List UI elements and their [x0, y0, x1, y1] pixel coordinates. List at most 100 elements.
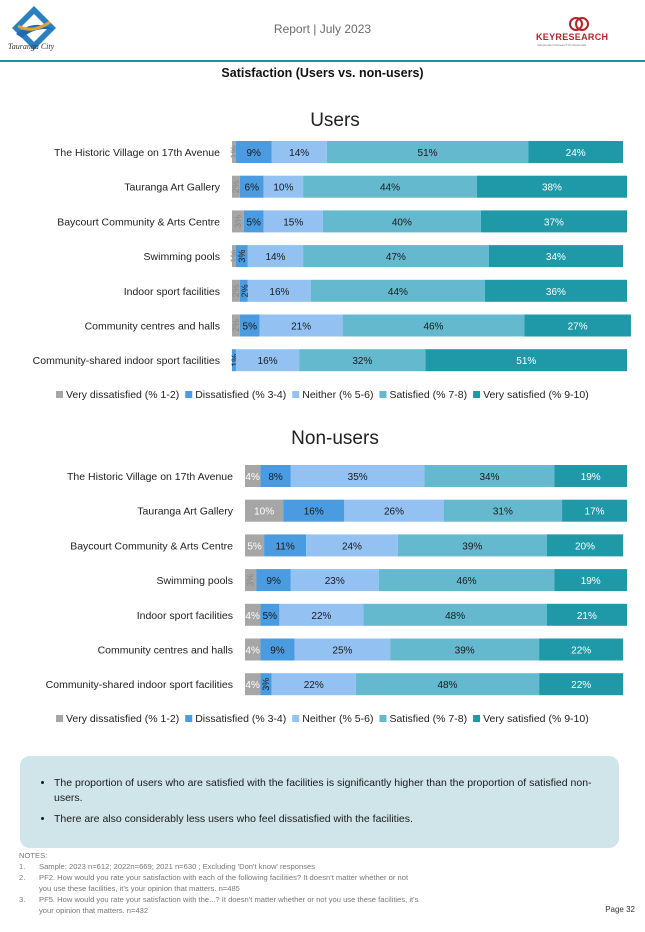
data-label: 5%: [263, 611, 278, 622]
users-chart: Users The Historic Village on 17th Avenue…: [33, 110, 631, 401]
data-label: 25%: [332, 646, 352, 657]
data-label: 16%: [269, 287, 289, 298]
data-label: 32%: [352, 356, 372, 367]
data-label: 24%: [342, 541, 362, 552]
legend-label: Satisfied (% 7-8): [389, 389, 467, 401]
bar-segment: [390, 638, 540, 661]
data-label: 39%: [455, 646, 475, 657]
bar-segment: [260, 465, 291, 487]
data-label: 4%: [245, 472, 260, 483]
data-label: 24%: [566, 148, 586, 159]
category-label: Community centres and halls: [85, 321, 220, 333]
bar-segment: [528, 141, 624, 163]
bar-segment: [424, 465, 555, 487]
notes-heading: NOTES:: [19, 851, 48, 860]
bar-segment: [303, 175, 477, 198]
bar-segment: [232, 175, 240, 198]
bar-segment: [562, 499, 627, 522]
bar-segment: [263, 210, 323, 233]
note-item: 1. Sample: 2023 n=612; 2022n=669; 2021 n=…: [19, 862, 316, 871]
summary-box: The proportion of users who are satisfie…: [20, 756, 619, 848]
bar-segment: [344, 499, 444, 522]
bar-segment: [245, 534, 265, 557]
data-label: 16%: [258, 356, 278, 367]
data-label: 3%: [233, 215, 243, 228]
legend-swatch: [56, 715, 63, 722]
data-label: 14%: [289, 148, 309, 159]
bar-segment: [263, 175, 304, 198]
bar-segment: [355, 673, 540, 696]
bar-segment: [271, 673, 356, 696]
notes: NOTES: 1. Sample: 2023 n=612; 2022n=669; …: [19, 850, 419, 916]
bar-segment: [260, 673, 272, 696]
note-item: 2. PF2. How would you rate your satisfact…: [19, 873, 409, 893]
legend-swatch: [185, 715, 193, 722]
bar-segment: [235, 245, 248, 268]
data-label: 46%: [457, 576, 477, 587]
legend-swatch: [379, 715, 387, 722]
data-label: 11%: [275, 541, 294, 552]
data-label: 22%: [311, 611, 331, 622]
data-label: 51%: [418, 148, 438, 159]
data-label: 3%: [237, 250, 247, 263]
data-label: 17%: [585, 507, 605, 518]
bar-segment: [245, 499, 284, 522]
category-label: Baycourt Community & Arts Centre: [70, 540, 233, 552]
keyresearch-logo: KEYRESEARCH Independent Research Profess…: [536, 16, 632, 47]
bar-segment: [539, 673, 624, 696]
data-label: 31%: [493, 507, 513, 518]
data-label: 51%: [516, 356, 536, 367]
bar-segment: [260, 603, 280, 626]
data-label: 1%: [229, 145, 239, 158]
legend-label: Neither (% 5-6): [302, 389, 373, 401]
data-label: 1%: [230, 354, 240, 367]
legend-swatch: [292, 391, 300, 398]
data-label: 6%: [245, 183, 260, 194]
legend-swatch: [185, 391, 193, 398]
bar-segment: [303, 245, 489, 268]
bar-segment: [259, 314, 343, 337]
bar-segment: [232, 314, 240, 337]
data-label: 38%: [542, 183, 562, 194]
data-label: 27%: [568, 322, 588, 333]
bar-segment: [397, 534, 547, 557]
bar-segment: [239, 175, 264, 198]
bar-segment: [245, 638, 261, 661]
data-label: 10%: [273, 183, 293, 194]
data-label: 21%: [291, 322, 311, 333]
data-label: 2%: [231, 180, 241, 193]
data-label: 9%: [246, 148, 261, 159]
data-label: 40%: [392, 217, 412, 228]
bar-segment: [378, 569, 555, 592]
bar-segment: [239, 279, 248, 302]
bar-segment: [232, 349, 236, 372]
page-number: Page 32: [605, 905, 635, 914]
bar-segment: [363, 603, 547, 626]
data-label: 44%: [380, 183, 400, 194]
bar-segment: [554, 465, 627, 487]
bar-segment: [232, 210, 244, 233]
data-label: 3%: [246, 574, 256, 587]
chart-title: Users: [310, 110, 360, 131]
bar-segment: [243, 210, 264, 233]
data-label: 22%: [304, 680, 324, 691]
data-label: 35%: [348, 472, 368, 483]
bar-segment: [264, 534, 307, 557]
data-label: 5%: [246, 217, 261, 228]
bar-segment: [546, 603, 627, 626]
data-label: 39%: [462, 541, 482, 552]
data-label: 44%: [388, 287, 408, 298]
bar-segment: [290, 465, 425, 487]
data-label: 19%: [581, 472, 601, 483]
data-label: 5%: [247, 541, 262, 552]
summary-bullet: There are also considerably less users w…: [54, 812, 601, 827]
bar-segment: [245, 603, 261, 626]
data-label: 37%: [544, 217, 564, 228]
data-label: 1%: [229, 250, 239, 263]
bar-segment: [326, 141, 529, 163]
bar-segment: [311, 279, 485, 302]
bar-segment: [260, 638, 295, 661]
legend-label: Satisfied (% 7-8): [389, 713, 467, 725]
legend-label: Very dissatisfied (% 1-2): [66, 713, 179, 725]
data-label: 8%: [268, 472, 283, 483]
